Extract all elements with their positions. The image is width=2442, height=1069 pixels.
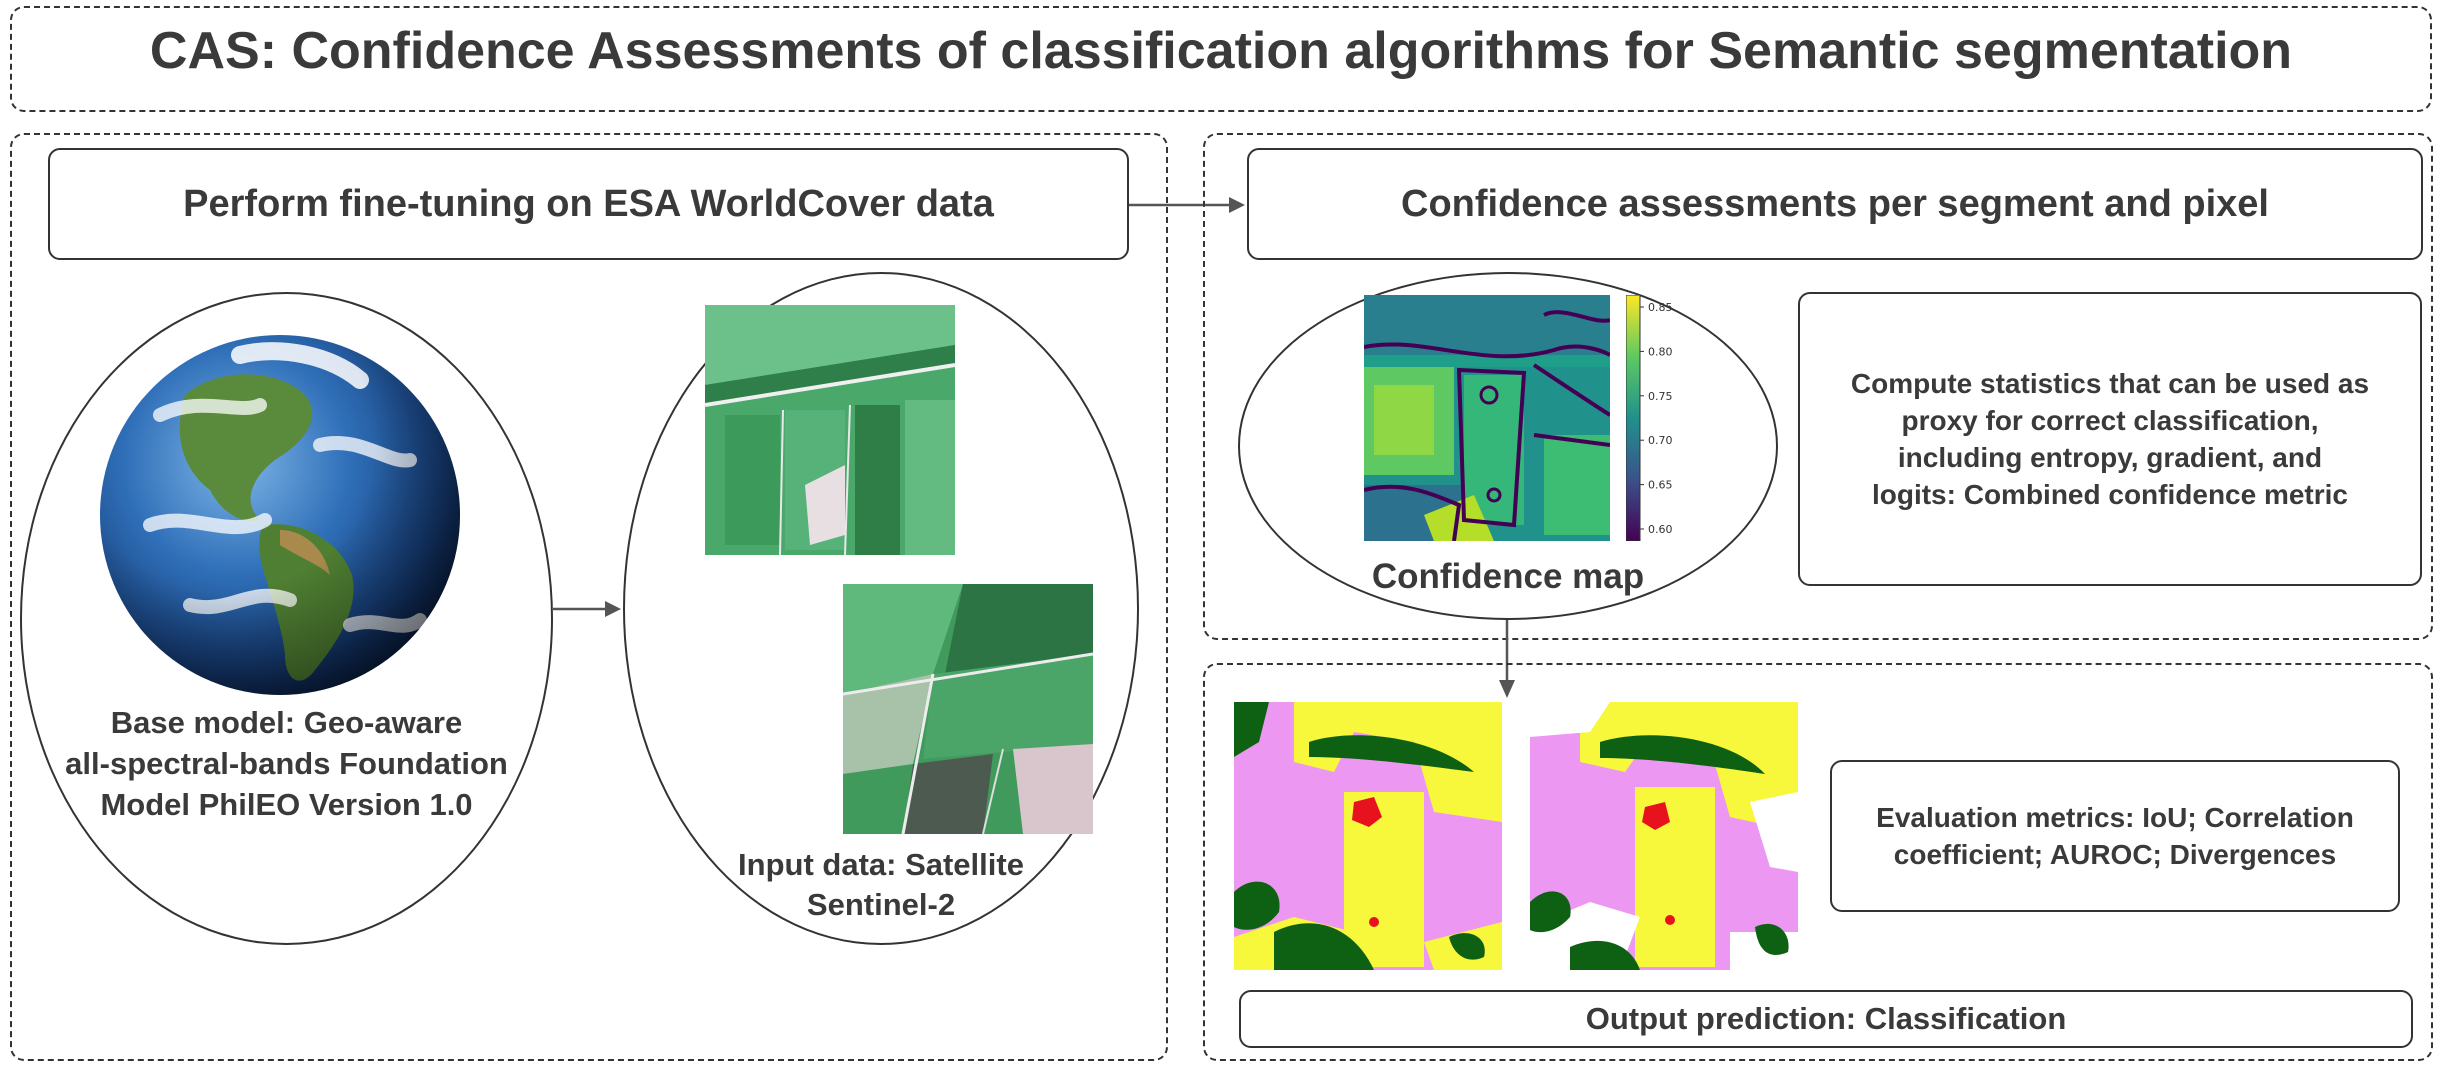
arrow-confidence-to-output bbox=[1499, 620, 1515, 698]
fine-tuning-panel bbox=[10, 133, 1168, 1061]
base-model-line-1: Base model: Geo-aware bbox=[110, 705, 463, 740]
statistics-node: Compute statistics that can be used as p… bbox=[1798, 292, 2422, 586]
output-panel bbox=[1203, 663, 2433, 1061]
base-model-label: Base model: Geo-aware all-spectral-bands… bbox=[20, 702, 553, 825]
colorbar-tick-label: 0.65 bbox=[1648, 479, 1673, 492]
colorbar-tick-label: 0.80 bbox=[1648, 345, 1673, 358]
evaluation-node: Evaluation metrics: IoU; Correlation coe… bbox=[1830, 760, 2400, 912]
title-frame bbox=[10, 6, 2432, 112]
colorbar-tick-label: 0.85 bbox=[1648, 301, 1673, 314]
classification-map-ground-truth bbox=[1530, 702, 1798, 970]
fine-tuning-header: Perform fine-tuning on ESA WorldCover da… bbox=[48, 148, 1129, 260]
base-model-line-2: all-spectral-bands Foundation bbox=[65, 746, 508, 781]
satellite-image-icon bbox=[843, 584, 1093, 834]
earth-globe-icon bbox=[100, 335, 460, 695]
input-data-line-2: Sentinel-2 bbox=[806, 887, 956, 922]
confidence-header-label: Confidence assessments per segment and p… bbox=[1401, 182, 2269, 225]
statistics-line-3: including entropy, gradient, and bbox=[1897, 442, 2323, 473]
colorbar-tick-label: 0.60 bbox=[1648, 523, 1673, 536]
colorbar-tick-label: 0.70 bbox=[1648, 434, 1673, 447]
confidence-map-label: Confidence map bbox=[1371, 557, 1645, 596]
statistics-line-1: Compute statistics that can be used as bbox=[1850, 368, 2370, 399]
statistics-line-2: proxy for correct classification, bbox=[1901, 405, 2319, 436]
base-model-line-3: Model PhilEO Version 1.0 bbox=[100, 787, 473, 822]
arrow-base-to-input bbox=[553, 601, 621, 617]
confidence-colorbar: 0.85 0.80 0.75 0.70 0.65 0.60 bbox=[1626, 295, 1673, 541]
statistics-line-4: logits: Combined confidence metric bbox=[1871, 479, 2349, 510]
colorbar-tick-label: 0.75 bbox=[1648, 390, 1673, 403]
output-prediction-label: Output prediction: Classification bbox=[1585, 1001, 2067, 1036]
classification-map-prediction bbox=[1234, 702, 1502, 970]
input-data-line-1: Input data: Satellite bbox=[738, 847, 1024, 882]
evaluation-line-1: Evaluation metrics: IoU; Correlation bbox=[1876, 802, 2354, 833]
input-data-label: Input data: Satellite Sentinel-2 bbox=[623, 845, 1139, 925]
diagram-title: CAS: Confidence Assessments of classific… bbox=[149, 22, 2293, 80]
colorbar-tick-labels: 0.85 0.80 0.75 0.70 0.65 0.60 bbox=[1640, 301, 1673, 536]
evaluation-line-2: coefficient; AUROC; Divergences bbox=[1893, 839, 2337, 870]
confidence-panel bbox=[1203, 133, 2433, 640]
confidence-header: Confidence assessments per segment and p… bbox=[1247, 148, 2423, 260]
satellite-image-icon bbox=[705, 305, 955, 555]
fine-tuning-header-label: Perform fine-tuning on ESA WorldCover da… bbox=[183, 182, 994, 225]
arrow-finetune-to-confidence bbox=[1129, 197, 1245, 213]
output-prediction-node: Output prediction: Classification bbox=[1239, 990, 2413, 1048]
confidence-map-heatmap bbox=[1364, 295, 1610, 541]
